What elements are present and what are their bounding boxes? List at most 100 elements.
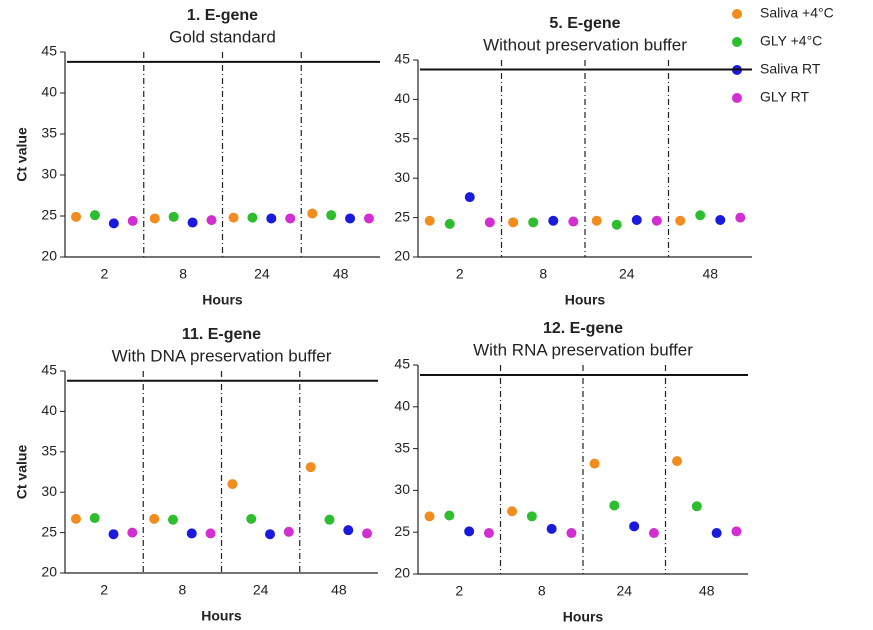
- data-point: [265, 529, 276, 540]
- x-tick-label: 8: [539, 266, 547, 282]
- data-point: [246, 513, 257, 524]
- y-tick-label: 35: [394, 439, 410, 455]
- legend-marker: [732, 37, 742, 47]
- data-point: [305, 462, 316, 473]
- data-point: [691, 501, 702, 512]
- data-point: [631, 214, 642, 225]
- data-point: [424, 215, 435, 226]
- legend-label: Saliva +4°C: [760, 5, 834, 21]
- x-tick-label: 2: [455, 583, 463, 599]
- data-point: [187, 217, 198, 228]
- data-point: [362, 528, 373, 539]
- data-point: [444, 510, 455, 521]
- data-point: [611, 219, 622, 230]
- data-point: [672, 456, 683, 467]
- y-tick-label: 25: [394, 208, 410, 224]
- y-axis-label: Ct value: [14, 127, 30, 182]
- x-tick-label: 48: [331, 582, 347, 598]
- legend-label: GLY +4°C: [760, 33, 822, 49]
- x-axis-label: Hours: [201, 608, 242, 624]
- x-tick-label: 2: [100, 582, 108, 598]
- data-point: [283, 526, 294, 537]
- legend-label: GLY RT: [760, 89, 809, 105]
- data-point: [343, 525, 354, 536]
- data-point: [285, 213, 296, 224]
- x-tick-label: 48: [333, 266, 349, 282]
- chart-subtitle: With DNA preservation buffer: [112, 346, 332, 365]
- data-point: [247, 212, 258, 223]
- data-point: [715, 214, 726, 225]
- y-tick-label: 35: [41, 125, 57, 141]
- data-point: [149, 213, 160, 224]
- y-tick-label: 40: [41, 84, 57, 100]
- y-tick-label: 35: [394, 130, 410, 146]
- data-point: [735, 212, 746, 223]
- x-tick-label: 8: [178, 582, 186, 598]
- y-tick-label: 40: [394, 90, 410, 106]
- y-tick-label: 20: [41, 248, 57, 264]
- data-point: [127, 215, 138, 226]
- y-tick-label: 45: [394, 51, 410, 67]
- y-tick-label: 40: [41, 402, 57, 418]
- chart-title: 5. E-gene: [549, 15, 620, 32]
- x-tick-label: 24: [254, 266, 270, 282]
- data-point: [424, 511, 435, 522]
- chart-title: 12. E-gene: [543, 320, 623, 337]
- data-point: [167, 514, 178, 525]
- x-tick-label: 8: [179, 266, 187, 282]
- data-point: [345, 213, 356, 224]
- chart-subtitle: Without preservation buffer: [483, 35, 687, 54]
- data-point: [227, 479, 238, 490]
- x-axis-label: Hours: [563, 609, 604, 625]
- data-point: [629, 521, 640, 532]
- y-tick-label: 25: [41, 207, 57, 223]
- legend-marker: [732, 9, 742, 19]
- data-point: [507, 506, 518, 517]
- y-tick-label: 45: [394, 356, 410, 372]
- x-tick-label: 48: [702, 266, 718, 282]
- chart-subtitle: Gold standard: [169, 27, 276, 46]
- data-point: [89, 210, 100, 221]
- y-tick-label: 25: [41, 523, 57, 539]
- y-tick-label: 30: [41, 483, 57, 499]
- data-point: [648, 528, 659, 539]
- y-tick-label: 45: [41, 362, 57, 378]
- legend-label: Saliva RT: [760, 61, 821, 77]
- chart-title: 11. E-gene: [182, 326, 261, 343]
- y-tick-label: 40: [394, 398, 410, 414]
- x-tick-label: 24: [616, 583, 632, 599]
- data-point: [326, 210, 337, 221]
- data-point: [566, 528, 577, 539]
- legend-marker: [732, 93, 742, 103]
- x-tick-label: 48: [699, 583, 715, 599]
- data-point: [731, 526, 742, 537]
- x-tick-label: 2: [456, 266, 464, 282]
- data-point: [483, 528, 494, 539]
- data-point: [526, 511, 537, 522]
- y-tick-label: 20: [394, 248, 410, 264]
- data-point: [528, 217, 539, 228]
- chart-subtitle: With RNA preservation buffer: [473, 340, 693, 359]
- data-point: [711, 528, 722, 539]
- data-point: [70, 513, 81, 524]
- chart-title: 1. E-gene: [187, 7, 258, 24]
- data-point: [609, 500, 620, 511]
- y-tick-label: 20: [394, 565, 410, 581]
- data-point: [206, 215, 217, 226]
- data-point: [149, 513, 160, 524]
- data-point: [589, 458, 600, 469]
- y-tick-label: 30: [394, 169, 410, 185]
- data-point: [675, 215, 686, 226]
- y-tick-label: 45: [41, 43, 57, 59]
- data-point: [508, 217, 519, 228]
- data-point: [205, 528, 216, 539]
- x-axis-label: Hours: [565, 292, 606, 308]
- x-axis-label: Hours: [202, 292, 243, 308]
- data-point: [324, 514, 335, 525]
- data-point: [228, 212, 239, 223]
- data-point: [363, 213, 374, 224]
- data-point: [651, 215, 662, 226]
- data-point: [127, 527, 138, 538]
- data-point: [568, 216, 579, 227]
